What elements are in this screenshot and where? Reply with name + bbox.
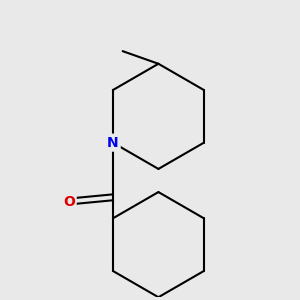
Text: N: N bbox=[107, 136, 119, 150]
Text: O: O bbox=[63, 194, 75, 208]
